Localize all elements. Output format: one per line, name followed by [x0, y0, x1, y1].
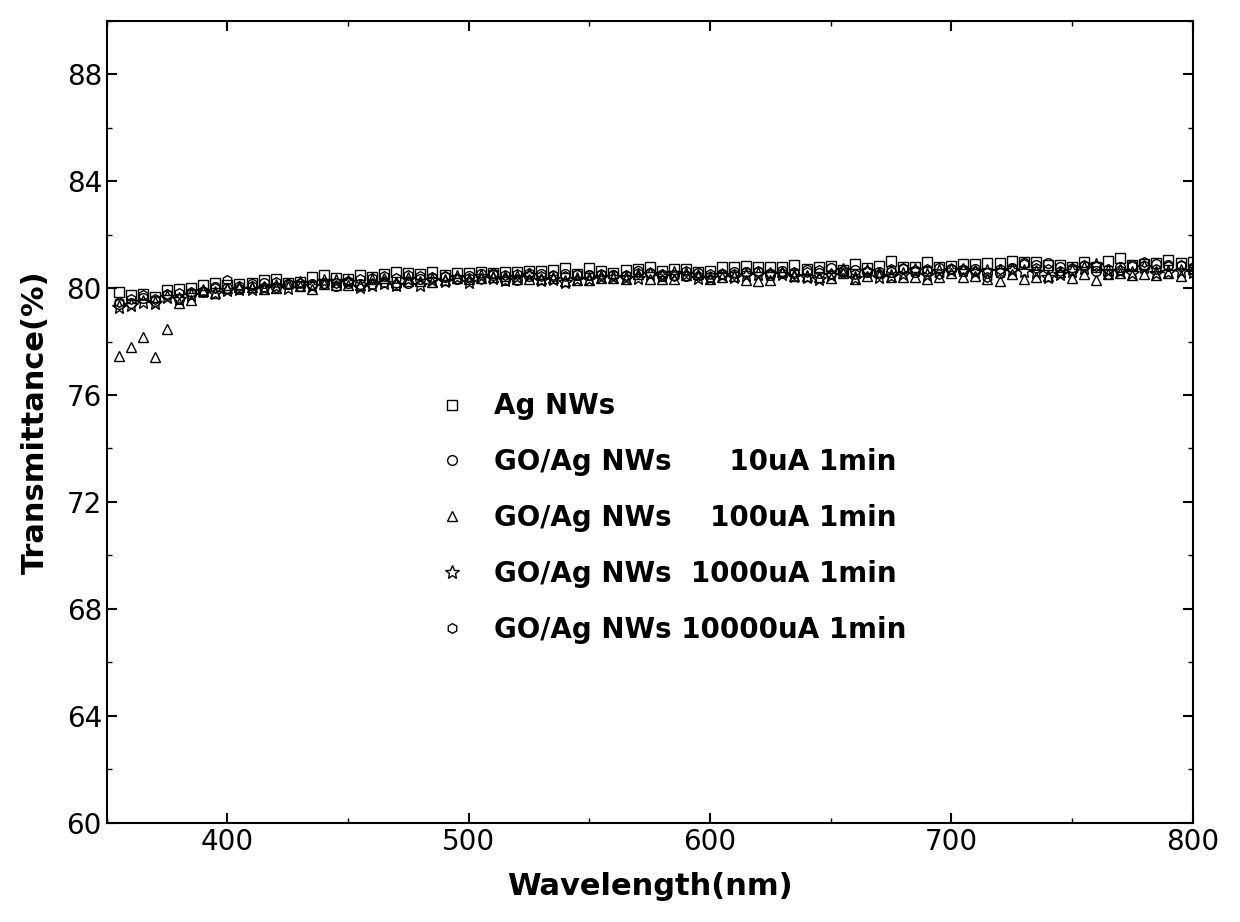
GO/Ag NWs    100uA 1min — [872, 266, 887, 278]
GO/Ag NWs    100uA 1min — [1040, 271, 1055, 282]
GO/Ag NWs      10uA 1min — [438, 271, 453, 282]
GO/Ag NWs  1000uA 1min — [1028, 266, 1043, 278]
Ag NWs — [1185, 256, 1200, 267]
X-axis label: Wavelength(nm): Wavelength(nm) — [507, 872, 792, 901]
GO/Ag NWs  1000uA 1min — [1089, 260, 1104, 271]
GO/Ag NWs 10000uA 1min — [1149, 264, 1164, 275]
GO/Ag NWs 10000uA 1min — [1137, 256, 1152, 267]
Line: Ag NWs: Ag NWs — [114, 254, 1198, 302]
GO/Ag NWs 10000uA 1min — [1185, 262, 1200, 273]
Ag NWs — [449, 267, 464, 278]
GO/Ag NWs      10uA 1min — [1185, 264, 1200, 275]
Ag NWs — [1161, 254, 1176, 266]
Ag NWs — [112, 287, 126, 298]
GO/Ag NWs 10000uA 1min — [438, 271, 453, 282]
GO/Ag NWs  1000uA 1min — [112, 301, 126, 313]
GO/Ag NWs      10uA 1min — [1149, 258, 1164, 269]
Ag NWs — [268, 274, 283, 285]
GO/Ag NWs  1000uA 1min — [1004, 265, 1019, 276]
Line: GO/Ag NWs 10000uA 1min: GO/Ag NWs 10000uA 1min — [114, 257, 1198, 307]
GO/Ag NWs 10000uA 1min — [1028, 263, 1043, 274]
GO/Ag NWs    100uA 1min — [112, 350, 126, 361]
Ag NWs — [1040, 259, 1055, 270]
GO/Ag NWs    100uA 1min — [1017, 274, 1032, 285]
Ag NWs — [1112, 253, 1127, 264]
Line: GO/Ag NWs  1000uA 1min: GO/Ag NWs 1000uA 1min — [112, 258, 1199, 314]
GO/Ag NWs  1000uA 1min — [859, 266, 874, 277]
GO/Ag NWs      10uA 1min — [257, 278, 272, 289]
GO/Ag NWs      10uA 1min — [112, 299, 126, 310]
GO/Ag NWs    100uA 1min — [449, 272, 464, 283]
GO/Ag NWs    100uA 1min — [148, 351, 162, 362]
GO/Ag NWs 10000uA 1min — [257, 281, 272, 292]
GO/Ag NWs      10uA 1min — [1004, 263, 1019, 274]
GO/Ag NWs    100uA 1min — [1185, 264, 1200, 275]
Ag NWs — [148, 291, 162, 302]
GO/Ag NWs  1000uA 1min — [1149, 267, 1164, 278]
GO/Ag NWs      10uA 1min — [859, 266, 874, 278]
Y-axis label: Transmittance(%): Transmittance(%) — [21, 270, 50, 573]
GO/Ag NWs 10000uA 1min — [112, 297, 126, 308]
Ag NWs — [1017, 256, 1032, 267]
GO/Ag NWs    100uA 1min — [1149, 269, 1164, 280]
GO/Ag NWs 10000uA 1min — [859, 266, 874, 277]
GO/Ag NWs    100uA 1min — [268, 283, 283, 294]
Legend: Ag NWs, GO/Ag NWs      10uA 1min, GO/Ag NWs    100uA 1min, GO/Ag NWs  1000uA 1mi: Ag NWs, GO/Ag NWs 10uA 1min, GO/Ag NWs 1… — [424, 379, 920, 657]
Ag NWs — [872, 261, 887, 272]
GO/Ag NWs      10uA 1min — [1040, 258, 1055, 269]
GO/Ag NWs 10000uA 1min — [1004, 263, 1019, 274]
GO/Ag NWs  1000uA 1min — [438, 275, 453, 286]
Line: GO/Ag NWs      10uA 1min: GO/Ag NWs 10uA 1min — [114, 258, 1198, 309]
Line: GO/Ag NWs    100uA 1min: GO/Ag NWs 100uA 1min — [114, 265, 1198, 361]
GO/Ag NWs  1000uA 1min — [257, 283, 272, 294]
GO/Ag NWs  1000uA 1min — [1185, 266, 1200, 278]
GO/Ag NWs      10uA 1min — [1017, 258, 1032, 269]
